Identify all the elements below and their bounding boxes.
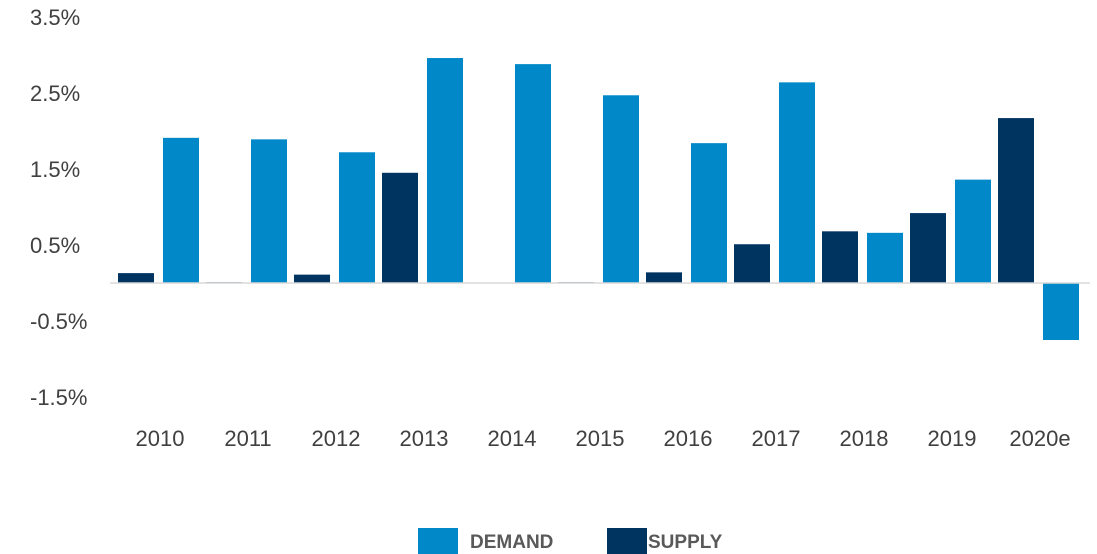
- bar: [427, 58, 463, 283]
- legend-label: DEMAND: [470, 532, 553, 553]
- bar: [118, 273, 154, 283]
- bar: [251, 139, 287, 283]
- y-tick-label: 0.5%: [30, 233, 80, 258]
- x-tick-label: 2017: [752, 426, 801, 451]
- x-tick-label: 2016: [664, 426, 713, 451]
- x-tick-label: 2014: [488, 426, 537, 451]
- bar: [779, 82, 815, 283]
- bar: [910, 213, 946, 283]
- bar: [691, 143, 727, 283]
- y-tick-label: -0.5%: [30, 309, 87, 334]
- bar: [822, 231, 858, 283]
- bar: [163, 137, 199, 283]
- x-tick-label: 2019: [928, 426, 977, 451]
- bar: [867, 232, 903, 283]
- bar: [646, 272, 682, 283]
- legend-swatch: [607, 528, 647, 554]
- y-tick-label: 2.5%: [30, 81, 80, 106]
- bar: [339, 152, 375, 283]
- bar: [515, 64, 551, 284]
- bar: [382, 172, 418, 283]
- legend-swatch: [418, 528, 458, 554]
- y-tick-label: 3.5%: [30, 5, 80, 30]
- bar: [294, 274, 330, 283]
- bar: [734, 244, 770, 283]
- x-tick-label: 2013: [400, 426, 449, 451]
- x-tick-label: 2020e: [1009, 426, 1070, 451]
- x-tick-label: 2010: [136, 426, 185, 451]
- y-tick-label: -1.5%: [30, 385, 87, 410]
- bar: [998, 118, 1034, 283]
- bar: [603, 95, 639, 283]
- x-tick-label: 2018: [840, 426, 889, 451]
- x-tick-label: 2012: [312, 426, 361, 451]
- x-tick-label: 2015: [576, 426, 625, 451]
- y-tick-label: 1.5%: [30, 157, 80, 182]
- legend-label: SUPPLY: [648, 532, 723, 553]
- x-tick-label: 2011: [224, 426, 271, 451]
- bar: [1043, 283, 1079, 340]
- bar: [955, 179, 991, 283]
